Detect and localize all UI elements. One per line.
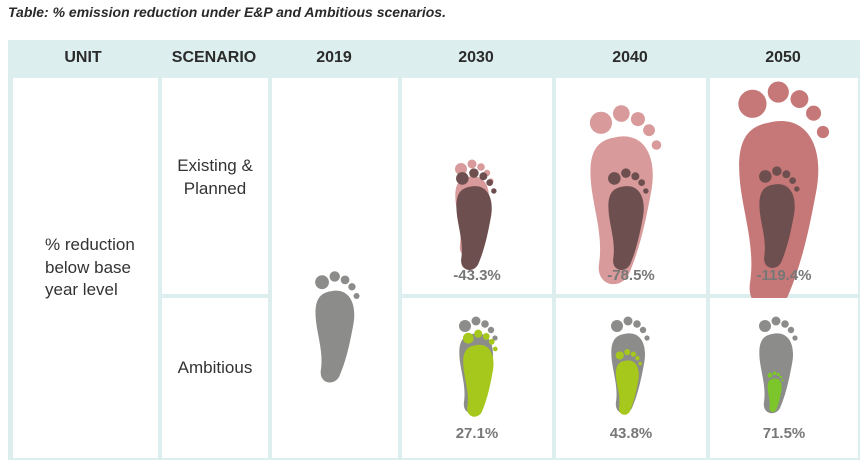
footprint-icon-existing-2030 (455, 159, 497, 270)
value-existing-2040: -78.5% (607, 267, 655, 284)
emission-table: UNIT SCENARIO 2019 2030 2040 2050 % redu… (8, 40, 860, 460)
cell-ambitious-2040: 43.8% (556, 298, 706, 458)
footprint-icon-ambitious-2050 (759, 316, 798, 414)
footprint-icon-2019 (315, 271, 360, 383)
cell-ambitious-2050: 71.5% (710, 298, 858, 458)
header-2050: 2050 (765, 49, 801, 66)
value-ambitious-2040: 43.8% (609, 425, 653, 442)
header-2030: 2030 (458, 49, 494, 66)
cell-2019 (272, 78, 398, 458)
unit-cell: % reduction below base year level (13, 78, 158, 458)
footprint-icon-existing-2050 (738, 81, 830, 309)
scenario-label-ambitious: Ambitious (177, 357, 253, 377)
footprint-icon-ambitious-2040 (611, 316, 650, 415)
header-scenario: SCENARIO (171, 49, 257, 66)
value-ambitious-2030: 27.1% (455, 425, 499, 442)
footprint-icon-existing-2040 (589, 105, 662, 285)
cell-existing-2030: -43.3% (402, 78, 552, 294)
unit-label: % reduction below base year level (45, 234, 135, 300)
value-existing-2030: -43.3% (453, 267, 501, 284)
scenario-cell-ambitious: Ambitious (162, 298, 268, 458)
value-ambitious-2050: 71.5% (762, 425, 806, 442)
scenario-label-existing: Existing & Planned (177, 156, 253, 198)
cell-ambitious-2030: 27.1% (402, 298, 552, 458)
header-unit: UNIT (64, 49, 102, 66)
value-existing-2050: -119.4% (756, 267, 812, 284)
cell-existing-2050: -119.4% (710, 78, 858, 309)
header-2040: 2040 (612, 49, 648, 66)
header-2019: 2019 (316, 49, 352, 66)
cell-existing-2040: -78.5% (556, 78, 706, 294)
footprint-icon-ambitious-2030 (459, 316, 498, 417)
scenario-cell-existing: Existing & Planned (162, 78, 268, 294)
table-caption: Table: % emission reduction under E&P an… (8, 4, 446, 20)
